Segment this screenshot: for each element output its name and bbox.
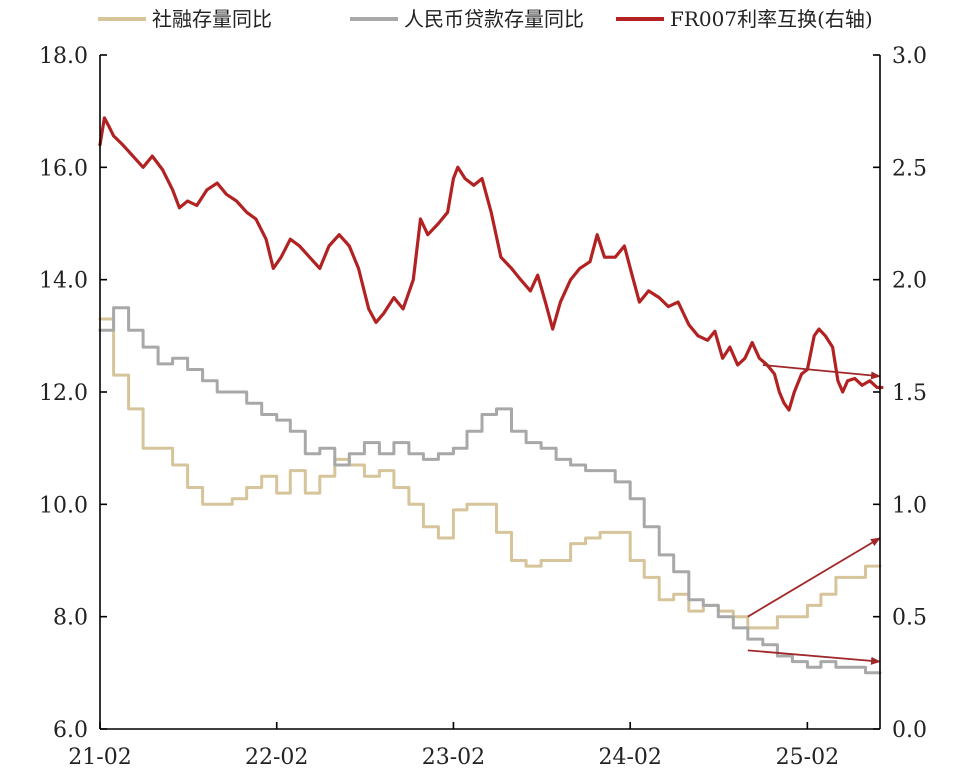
trend-arrow-2: [747, 649, 881, 665]
x-tick-label: 25-02: [776, 745, 839, 770]
right-y-tick-label: 0.0: [892, 718, 927, 743]
annotation-layer: [747, 364, 881, 665]
series-layer: [98, 116, 884, 675]
legend-label: 社融存量同比: [152, 7, 272, 31]
right-y-tick-label: 2.0: [892, 269, 927, 294]
legend: 社融存量同比 人民币贷款存量同比 FR007利率互换(右轴): [98, 7, 873, 31]
right-y-tick-label: 0.5: [892, 606, 927, 631]
ticks: 6.0 8.0 10.0 12.0 14.0 16.0 18.0 0.0 0.5 1.0 1.5 2.…: [39, 44, 927, 770]
left-y-tick-label: 12.0: [39, 381, 88, 406]
x-tick-label: 23-02: [422, 745, 485, 770]
x-tick-label: 24-02: [598, 745, 661, 770]
x-tick-label: 21-02: [68, 745, 131, 770]
right-y-tick-label: 3.0: [892, 44, 927, 69]
right-y-tick-label: 2.5: [892, 156, 927, 181]
right-y-tick-label: 1.0: [892, 493, 927, 518]
series-line-2: [98, 116, 884, 412]
right-y-tick-label: 1.5: [892, 381, 927, 406]
x-tick-label: 22-02: [245, 745, 308, 770]
legend-label: 人民币贷款存量同比: [404, 7, 584, 31]
left-y-tick-label: 16.0: [39, 156, 88, 181]
left-y-tick-label: 18.0: [39, 44, 88, 69]
legend-label: FR007利率互换(右轴): [670, 7, 873, 31]
left-y-tick-label: 14.0: [39, 269, 88, 294]
left-y-tick-label: 6.0: [53, 718, 88, 743]
series-line-1: [98, 306, 882, 675]
trend-arrow-1: [747, 537, 881, 618]
left-y-tick-label: 10.0: [39, 493, 88, 518]
left-y-tick-label: 8.0: [53, 606, 88, 631]
trend-arrow-0: [762, 364, 881, 380]
